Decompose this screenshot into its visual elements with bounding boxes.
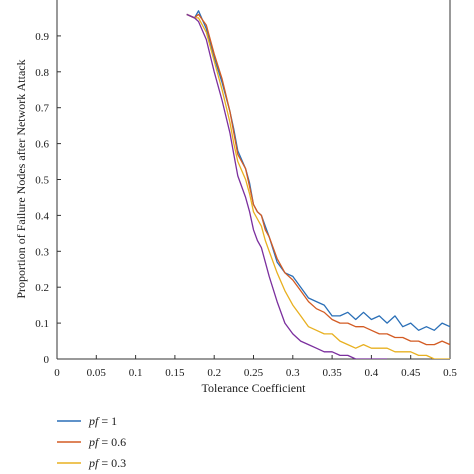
x-tick-label: 0.35	[322, 367, 342, 379]
x-tick-label: 0	[54, 367, 60, 379]
y-tick-label: 0	[44, 354, 50, 366]
legend-label: pf = 0.6	[88, 435, 126, 449]
x-tick-label: 0.1	[129, 367, 143, 379]
y-ticks: 0 0.1 0.2 0.3 0.4 0.5 0.6 0.7 0.8 0.9	[35, 31, 61, 366]
y-tick-label: 0.6	[35, 139, 49, 151]
x-tick-label: 0.2	[207, 367, 221, 379]
y-tick-label: 0.8	[35, 67, 49, 79]
series-lines	[186, 10, 450, 359]
x-tick-label: 0.5	[443, 367, 457, 379]
y-tick-label: 0.3	[35, 246, 49, 258]
y-axis-title: Proportion of Failure Nodes after Networ…	[14, 59, 28, 298]
y-tick-label: 0.1	[35, 318, 49, 330]
y-tick-label: 0.5	[35, 175, 49, 187]
series-line-2	[186, 13, 450, 346]
x-tick-label: 0.45	[401, 367, 421, 379]
y-tick-label: 0.9	[35, 31, 49, 43]
x-tick-label: 0.3	[286, 367, 300, 379]
series-line-4	[186, 13, 388, 359]
y-tick-label: 0.4	[35, 210, 49, 222]
series-line-1	[186, 10, 450, 331]
x-ticks: 0 0.05 0.1 0.15 0.2 0.25 0.3 0.35 0.4 0.45 0.5	[54, 355, 457, 379]
x-tick-label: 0.25	[244, 367, 264, 379]
y-tick-label: 0.7	[35, 103, 49, 115]
y-tick-label: 0.2	[35, 282, 49, 294]
x-tick-label: 0.15	[165, 367, 185, 379]
x-tick-label: 0.4	[365, 367, 379, 379]
x-axis-title: Tolerance Coefficient	[202, 381, 307, 395]
legend-label: pf = 0.3	[88, 456, 126, 470]
x-tick-label: 0.05	[87, 367, 107, 379]
series-line-3	[186, 13, 450, 359]
legend: pf = 1 pf = 0.6 pf = 0.3	[57, 414, 126, 470]
legend-label: pf = 1	[88, 414, 117, 428]
